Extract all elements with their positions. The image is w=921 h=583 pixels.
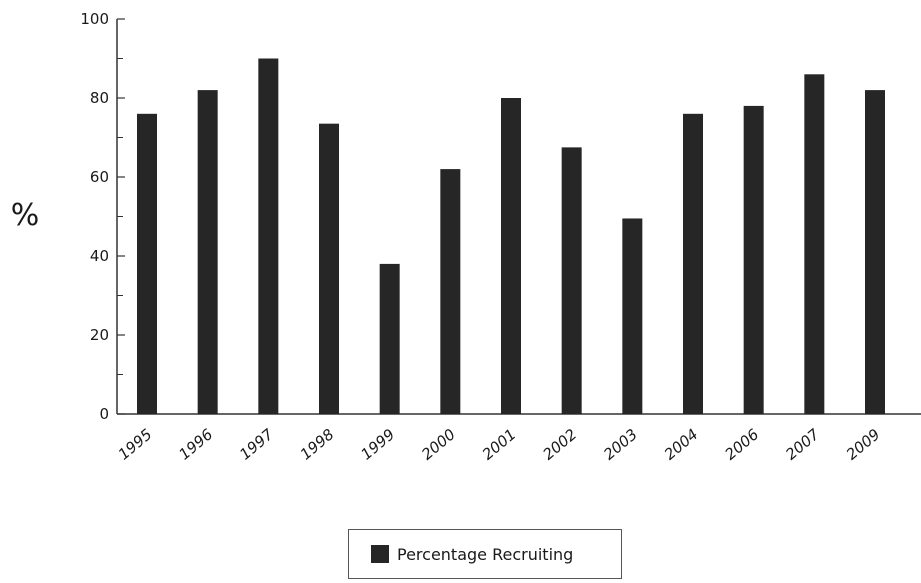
x-tick-label-2009: 2009 <box>843 425 884 463</box>
x-tick-label-2001: 2001 <box>479 425 520 463</box>
bar-1997 <box>258 58 279 414</box>
bar-2001 <box>501 98 521 414</box>
bar-2009 <box>865 90 885 414</box>
bar-2006 <box>743 105 764 415</box>
bar-2007 <box>804 74 825 415</box>
legend-label: Percentage Recruiting <box>397 544 574 564</box>
bar-1996 <box>197 90 218 414</box>
y-tick-label: 20 <box>90 326 109 344</box>
x-tick-label-2004: 2004 <box>661 425 702 463</box>
bar-2004 <box>683 113 703 415</box>
legend-swatch <box>371 545 389 563</box>
y-tick-label: 100 <box>80 10 109 28</box>
x-tick-label-1996: 1996 <box>175 425 216 463</box>
y-tick-label: 40 <box>90 247 109 265</box>
x-tick-label-1999: 1999 <box>357 425 398 463</box>
x-tick-label-2006: 2006 <box>721 425 762 463</box>
bar-2003 <box>622 218 643 414</box>
x-tick-label-2007: 2007 <box>782 425 823 464</box>
y-axis-label: % <box>11 198 40 233</box>
bar-1999 <box>379 263 400 414</box>
bar-1998 <box>319 123 339 415</box>
x-tick-label-2003: 2003 <box>600 425 641 463</box>
y-tick-label: 80 <box>90 89 109 107</box>
x-tick-label-1995: 1995 <box>115 425 156 463</box>
bars <box>137 58 885 415</box>
y-tick-label: 0 <box>99 405 109 423</box>
x-tick-label-2002: 2002 <box>539 425 580 463</box>
bar-2000 <box>440 169 461 414</box>
y-tick-label: 60 <box>90 168 109 186</box>
bar-2002 <box>561 147 582 414</box>
x-tick-label-1998: 1998 <box>297 425 338 463</box>
x-tick-label-2000: 2000 <box>418 425 459 463</box>
bar-1995 <box>137 113 157 415</box>
x-tick-label-1997: 1997 <box>236 425 277 464</box>
legend: Percentage Recruiting <box>348 529 622 579</box>
